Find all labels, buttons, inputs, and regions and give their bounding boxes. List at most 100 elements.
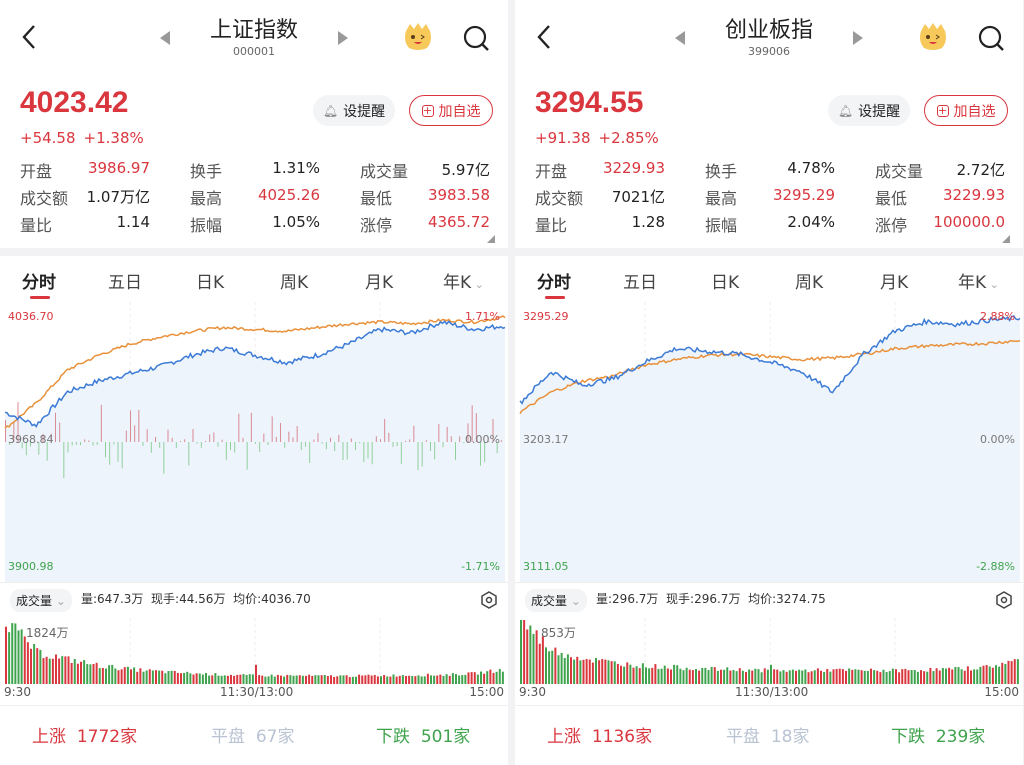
intraday-chart[interactable] (515, 302, 1023, 582)
tab-5[interactable]: 年K ⌄ (443, 268, 484, 293)
decliners[interactable]: 下跌 239家 (891, 722, 985, 747)
delta-bar (359, 442, 361, 444)
tab-label: 月K (365, 273, 394, 293)
delta-bar (296, 426, 298, 442)
prev-index-icon[interactable] (160, 31, 170, 45)
expand-corner-icon[interactable] (1002, 235, 1010, 243)
volume-bar (70, 663, 73, 684)
mascot-icon[interactable] (402, 21, 434, 51)
advancers[interactable]: 上涨 1136家 (547, 722, 652, 747)
stat-label: 最高 (190, 189, 223, 208)
volume-bar (945, 668, 947, 684)
stat-value: 1.05% (272, 213, 320, 231)
bell-icon: 🔔︎ (837, 103, 854, 118)
volume-bar (982, 665, 985, 684)
delta-bar (300, 442, 302, 451)
next-index-icon[interactable] (338, 31, 348, 45)
settings-icon[interactable] (995, 591, 1013, 609)
search-icon[interactable] (977, 24, 1005, 52)
tab-2[interactable]: 日K (711, 268, 739, 293)
volume-bar (598, 660, 601, 684)
volume-chart[interactable] (0, 618, 508, 684)
volume-chart[interactable] (515, 618, 1023, 684)
volume-bar (480, 671, 482, 684)
plus-icon: + (421, 103, 434, 117)
volume-bar (676, 665, 679, 684)
add-watchlist-button[interactable]: + 加自选 (409, 95, 493, 126)
back-icon[interactable] (533, 22, 555, 52)
set-alert-button[interactable]: 🔔︎ 设提醒 (828, 95, 910, 126)
delta-bar (121, 442, 123, 469)
delta-bar (163, 442, 165, 474)
volume-bar (726, 667, 729, 684)
volume-bar (954, 666, 957, 684)
volume-bar (763, 668, 766, 684)
tab-3[interactable]: 周K (795, 268, 823, 293)
volume-bar (795, 670, 797, 684)
delta-bar (292, 437, 294, 442)
tab-3[interactable]: 周K (280, 268, 308, 293)
expand-corner-icon[interactable] (487, 235, 495, 243)
volume-bar (461, 675, 464, 684)
tab-0[interactable]: 分时 (537, 268, 571, 293)
volume-bar (960, 669, 963, 684)
tab-1[interactable]: 五日 (108, 268, 142, 293)
index-code: 000001 (233, 45, 275, 58)
volume-bar (133, 667, 136, 684)
delta-bar (155, 437, 156, 442)
volume-bar (148, 669, 151, 684)
delta-bar (284, 442, 286, 448)
tab-4[interactable]: 月K (880, 268, 908, 293)
delta-bar (317, 433, 319, 442)
next-index-icon[interactable] (853, 31, 863, 45)
mascot-icon[interactable] (917, 21, 949, 51)
intraday-chart[interactable] (0, 302, 508, 582)
volume-bar (20, 629, 23, 684)
delta-bar (430, 442, 431, 452)
change-percent: +2.85% (598, 129, 659, 147)
set-alert-button[interactable]: 🔔︎ 设提醒 (313, 95, 395, 126)
volume-bar (741, 670, 744, 684)
tab-2[interactable]: 日K (196, 268, 224, 293)
tab-0[interactable]: 分时 (22, 268, 56, 293)
back-icon[interactable] (18, 22, 40, 52)
delta-bar (200, 442, 202, 448)
decliners[interactable]: 下跌 501家 (376, 722, 470, 747)
volume-bar (498, 668, 501, 684)
axis-top-label: 3295.29 (523, 310, 569, 323)
volume-bar (979, 666, 982, 684)
volume-bar (226, 675, 229, 684)
volume-bar (841, 669, 844, 684)
prev-index-icon[interactable] (675, 31, 685, 45)
volume-bar (233, 675, 236, 684)
volume-bar (101, 667, 104, 684)
volume-bar (966, 666, 969, 684)
tab-5[interactable]: 年K ⌄ (958, 268, 999, 293)
delta-bar (246, 442, 248, 470)
volume-bar (186, 671, 189, 684)
tab-label: 年K (958, 273, 987, 293)
unchanged[interactable]: 平盘 18家 (726, 722, 809, 747)
volume-bar (83, 660, 86, 684)
settings-icon[interactable] (480, 591, 498, 609)
add-watchlist-button[interactable]: + 加自选 (924, 95, 1008, 126)
advancers[interactable]: 上涨 1772家 (32, 722, 137, 747)
stat-label: 成交量 (875, 162, 924, 181)
indicator-selector[interactable]: 成交量 ⌄ (10, 589, 72, 612)
volume-bar (155, 670, 157, 684)
indicator-selector-label: 成交量 (16, 594, 53, 608)
volume-bar (863, 670, 866, 684)
indicator-selector[interactable]: 成交量 ⌄ (525, 589, 587, 612)
volume-bar (707, 670, 710, 684)
delta-bar (263, 433, 265, 442)
delta-bar (313, 439, 315, 442)
volume-max-label: 1824万 (26, 626, 69, 640)
volume-bar (1001, 662, 1004, 684)
delta-bar (400, 442, 402, 464)
volume-bar (26, 642, 29, 684)
tab-4[interactable]: 月K (365, 268, 393, 293)
delta-bar (42, 433, 44, 442)
search-icon[interactable] (462, 24, 490, 52)
unchanged[interactable]: 平盘 67家 (211, 722, 294, 747)
tab-1[interactable]: 五日 (623, 268, 657, 293)
